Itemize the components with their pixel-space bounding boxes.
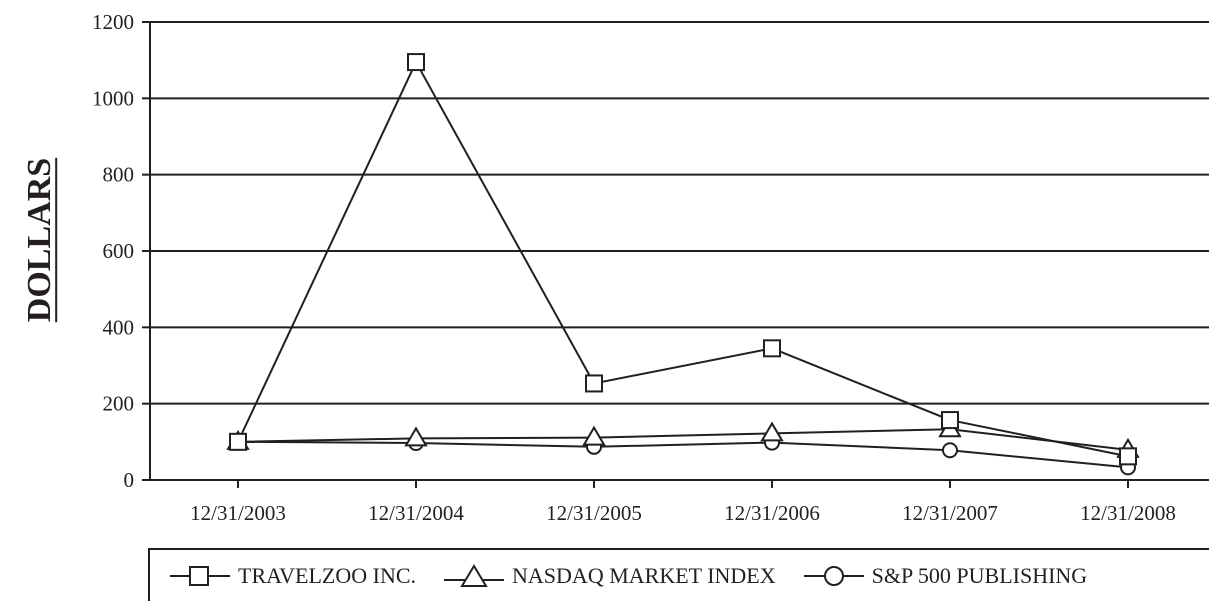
data-point-square: [229, 432, 247, 451]
legend-label-nasdaq: NASDAQ MARKET INDEX: [512, 562, 776, 588]
triangle-marker-icon: [444, 563, 505, 587]
legend-label-travelzoo: TRAVELZOO INC.: [238, 562, 417, 588]
y-tick-label: 1200: [92, 10, 134, 34]
gridlines: [150, 21, 1209, 405]
tick-labels: 0 200 400 600 800 1000 1200 12/31/2003 12/31/200…: [92, 10, 1176, 525]
y-tick-label: 1000: [92, 86, 134, 110]
data-point-triangle: [404, 426, 428, 447]
legend-item-sp500: S&P 500 PUBLISHING: [802, 562, 1088, 589]
y-tick-label: 200: [103, 392, 135, 416]
x-tick-label: 12/31/2003: [190, 501, 286, 525]
circle-marker-icon: [803, 565, 864, 586]
data-point-square: [1119, 447, 1137, 466]
y-tick-label: 0: [124, 468, 135, 492]
data-point-square: [941, 411, 959, 430]
data-point-circle: [942, 442, 958, 459]
data-point-triangle: [582, 425, 606, 446]
x-tick-label: 12/31/2006: [724, 501, 820, 525]
data-point-triangle: [760, 421, 784, 442]
y-axis-title-text: DOLLARS: [21, 157, 58, 323]
series-line-triangle: [237, 428, 1129, 451]
x-tick-label: 12/31/2008: [1080, 501, 1176, 525]
x-tick-label: 12/31/2007: [902, 501, 998, 525]
data-point-square: [585, 374, 603, 393]
legend-item-travelzoo: TRAVELZOO INC.: [168, 563, 416, 589]
axes: [142, 21, 1209, 488]
series-line-square: [237, 59, 1129, 458]
legend-item-nasdaq: NASDAQ MARKET INDEX: [442, 563, 776, 589]
series-markers: [226, 53, 1140, 476]
y-tick-label: 400: [103, 315, 135, 339]
legend-label-sp500: S&P 500 PUBLISHING: [871, 562, 1088, 588]
x-tick-label: 12/31/2004: [368, 501, 464, 525]
data-point-square: [763, 339, 781, 358]
y-tick-label: 800: [103, 163, 135, 187]
x-tick-label: 12/31/2005: [546, 501, 642, 525]
y-axis-title: DOLLARS: [10, 120, 70, 360]
square-marker-icon: [170, 565, 230, 586]
y-tick-label: 600: [103, 239, 135, 263]
series-lines: [237, 59, 1129, 469]
series-line-circle: [237, 440, 1129, 469]
legend: TRAVELZOO INC. NASDAQ MARKET INDEX S&P 5…: [148, 548, 1209, 601]
data-point-square: [407, 53, 425, 72]
